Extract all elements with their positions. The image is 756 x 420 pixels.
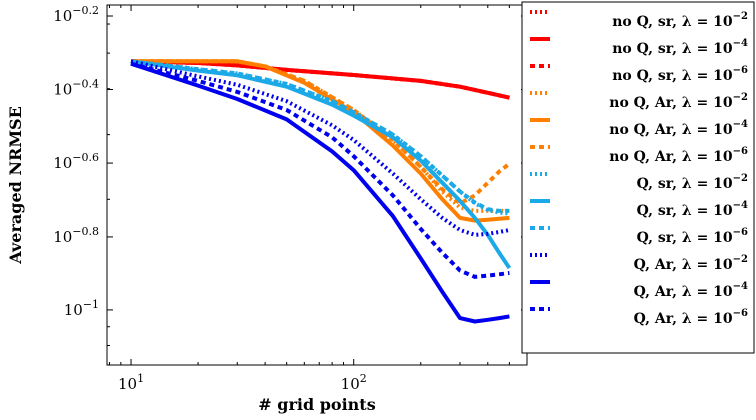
axes-box xyxy=(106,4,528,366)
legend-label-2: no Q, sr, λ = 10−4 xyxy=(612,38,748,57)
legend: no Q, sr, λ = 10−2 no Q, sr, λ = 10−4 no Q… xyxy=(521,1,755,354)
legend-label-10: Q, Ar, λ = 10−2 xyxy=(634,254,748,273)
y-tick-label-4: 10−0.8 xyxy=(53,225,99,246)
x-axis-label: # grid points xyxy=(258,395,375,414)
legend-label-11: Q, Ar, λ = 10−4 xyxy=(634,281,748,300)
series-line-11 xyxy=(130,61,510,324)
legend-label-3: no Q, sr, λ = 10−6 xyxy=(612,65,748,84)
y-tick-label-5: 10−1 xyxy=(64,298,99,319)
legend-label-5: no Q, Ar, λ = 10−4 xyxy=(609,119,748,138)
legend-label-6: no Q, Ar, λ = 10−6 xyxy=(609,146,748,165)
legend-label-4: no Q, Ar, λ = 10−2 xyxy=(609,92,748,111)
legend-label-1: no Q, sr, λ = 10−2 xyxy=(612,11,748,30)
x-tick-label-1: 101 xyxy=(118,372,144,393)
tick-layer: 101 102 10−0.2 10−0.4 10−0.6 10−0.8 10−1 xyxy=(53,4,527,393)
legend-label-7: Q, sr, λ = 10−2 xyxy=(637,173,748,192)
x-tick-label-2: 102 xyxy=(341,372,367,393)
series-line-2 xyxy=(130,59,510,100)
series-line-6 xyxy=(131,59,511,206)
series-line-8 xyxy=(130,59,512,270)
legend-label-8: Q, sr, λ = 10−4 xyxy=(637,200,748,219)
y-tick-label-3: 10−0.6 xyxy=(53,151,99,172)
legend-label-12: Q, Ar, λ = 10−6 xyxy=(634,308,748,327)
series-line-12 xyxy=(130,61,510,279)
series-layer xyxy=(130,59,512,324)
legend-box xyxy=(521,1,755,354)
legend-label-9: Q, sr, λ = 10−6 xyxy=(637,227,748,246)
y-tick-label-2: 10−0.4 xyxy=(53,78,99,99)
y-tick-label-1: 10−0.2 xyxy=(53,4,99,25)
y-axis-label: Averaged NRMSE xyxy=(6,106,25,265)
